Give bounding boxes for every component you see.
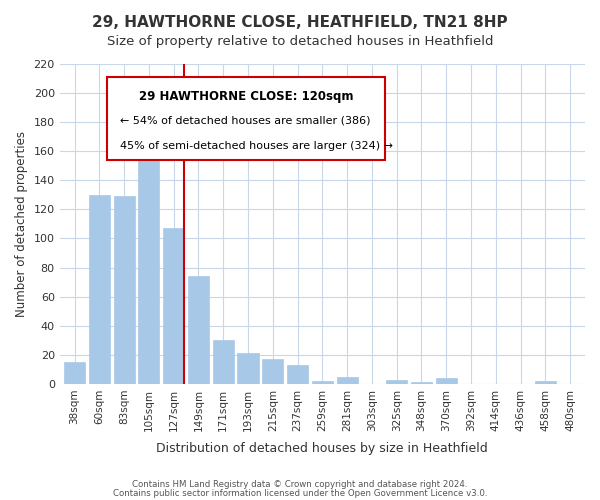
Text: Size of property relative to detached houses in Heathfield: Size of property relative to detached ho… <box>107 35 493 48</box>
Text: ← 54% of detached houses are smaller (386): ← 54% of detached houses are smaller (38… <box>120 115 371 125</box>
Text: 45% of semi-detached houses are larger (324) →: 45% of semi-detached houses are larger (… <box>120 141 393 151</box>
X-axis label: Distribution of detached houses by size in Heathfield: Distribution of detached houses by size … <box>157 442 488 455</box>
Bar <box>535 381 556 384</box>
Bar <box>411 382 432 384</box>
Text: 29 HAWTHORNE CLOSE: 120sqm: 29 HAWTHORNE CLOSE: 120sqm <box>139 90 353 102</box>
Bar <box>287 365 308 384</box>
Bar <box>188 276 209 384</box>
FancyBboxPatch shape <box>107 77 385 160</box>
Bar <box>238 354 259 384</box>
Text: Contains HM Land Registry data © Crown copyright and database right 2024.: Contains HM Land Registry data © Crown c… <box>132 480 468 489</box>
Bar <box>337 376 358 384</box>
Bar <box>312 381 333 384</box>
Text: Contains public sector information licensed under the Open Government Licence v3: Contains public sector information licen… <box>113 488 487 498</box>
Bar <box>212 340 234 384</box>
Bar <box>386 380 407 384</box>
Bar <box>163 228 184 384</box>
Bar <box>436 378 457 384</box>
Bar <box>113 196 134 384</box>
Bar <box>139 120 160 384</box>
Text: 29, HAWTHORNE CLOSE, HEATHFIELD, TN21 8HP: 29, HAWTHORNE CLOSE, HEATHFIELD, TN21 8H… <box>92 15 508 30</box>
Bar <box>64 362 85 384</box>
Bar <box>262 359 283 384</box>
Y-axis label: Number of detached properties: Number of detached properties <box>15 131 28 317</box>
Bar <box>89 195 110 384</box>
